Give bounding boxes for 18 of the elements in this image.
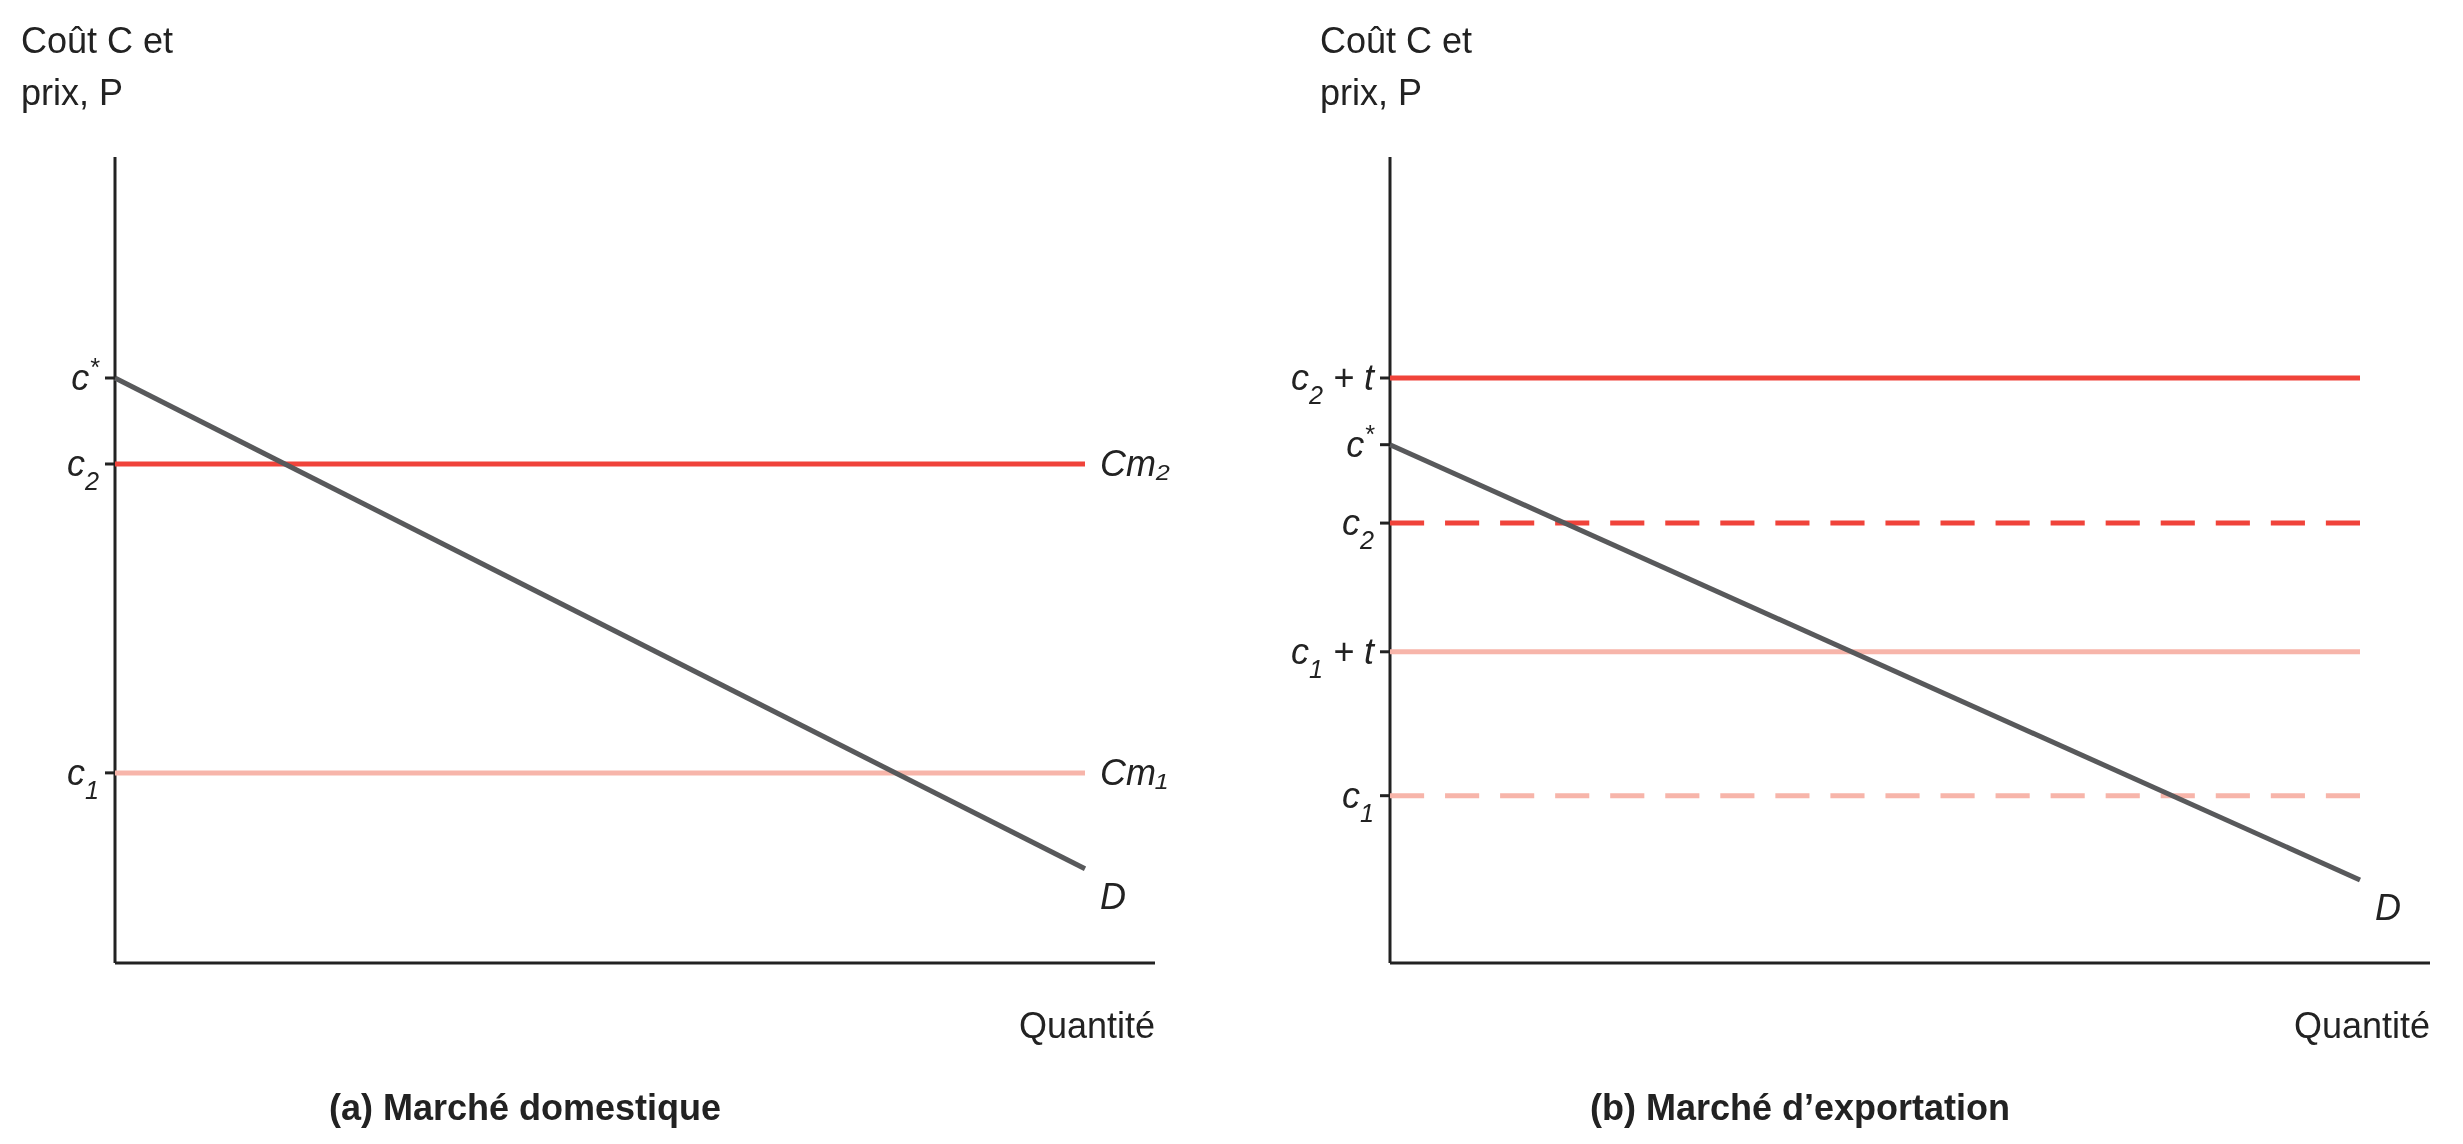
annotation: c$_{1}$ + t [1290,630,1376,683]
text: (b) Marché d’exportation [1589,1087,2011,1128]
y-axis-title: Coût C et prix, P [1320,20,1473,113]
annotation: c$_{1}$ [66,751,99,804]
series-label: D [2375,886,2401,928]
annotation: c$_{2}$ + t [1290,357,1376,409]
x-axis-title: Quantité [1018,1005,1155,1046]
x-axis-title: Quantité [2293,1005,2430,1046]
series-label: Cm₁ [1100,751,1168,793]
text: (a) Marché domestique [328,1087,722,1128]
annotation: c$^{*}$ [1346,419,1376,465]
series-label: D [1100,875,1126,917]
annotation: c$^{*}$ [71,353,101,398]
y-axis-title: Coût C et prix, P [21,20,174,113]
annotation: c$_{1}$ [1341,774,1374,827]
annotation: c$_{2}$ [66,442,99,495]
series-label: Cm₂ [1100,442,1170,484]
annotation: c$_{2}$ [1341,502,1374,555]
